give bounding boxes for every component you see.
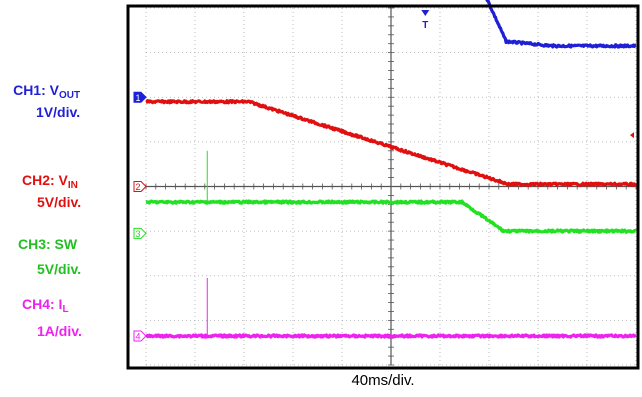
ch1-trace: [485, 0, 637, 49]
ch3-marker-shape: [133, 227, 147, 239]
trigger-marker: T: [421, 10, 430, 31]
ch4-marker-shape: [133, 330, 147, 342]
ch1-ground-marker: 1: [133, 91, 147, 103]
ch3-marker-number: 3: [135, 229, 140, 239]
ch3-ground-marker: 3: [133, 227, 147, 239]
trigger-arrow: [421, 10, 430, 16]
ch4-label: CH4: IL 1A/div.: [22, 296, 82, 339]
ch4-marker-number: 4: [135, 331, 140, 341]
ch2-name: CH2: VIN: [22, 172, 78, 191]
ch1-label: CH1: VOUT 1V/div.: [10, 82, 80, 120]
ch2-marker-number: 2: [135, 182, 140, 192]
plot-frame: [126, 4, 640, 370]
ch2-ground-marker: 2: [133, 181, 147, 192]
time-division-label: 40ms/div.: [351, 372, 415, 389]
plot-grid: [145, 7, 637, 366]
ch2-label: CH2: VIN 5V/div.: [22, 172, 81, 210]
ch2-scale: 5V/div.: [37, 194, 82, 210]
ch3-trace: [145, 199, 638, 234]
ch2-marker-shape: [133, 181, 147, 192]
trigger-label: T: [422, 20, 428, 31]
trigger-level-marker: [630, 132, 634, 139]
ch4-trace: [145, 333, 637, 339]
ch3-scale: 5V/div.: [37, 261, 82, 277]
waveform-traces: [145, 0, 638, 339]
ch4-ground-marker: 4: [133, 330, 147, 342]
ch1-scale: 1V/div.: [36, 104, 81, 120]
ch2-trace: [145, 99, 638, 187]
ch1-name: CH1: VOUT: [13, 82, 81, 101]
ch4-name: CH4: IL: [22, 296, 69, 315]
ch1-marker-shape: [133, 91, 147, 103]
ch1-marker-number: 1: [135, 93, 140, 103]
ch4-scale: 1A/div.: [37, 323, 82, 339]
channel-markers: 1 2 3 4 T: [133, 10, 634, 342]
ch3-name: CH3: SW: [18, 236, 78, 252]
ch3-label: CH3: SW 5V/div.: [18, 236, 81, 277]
